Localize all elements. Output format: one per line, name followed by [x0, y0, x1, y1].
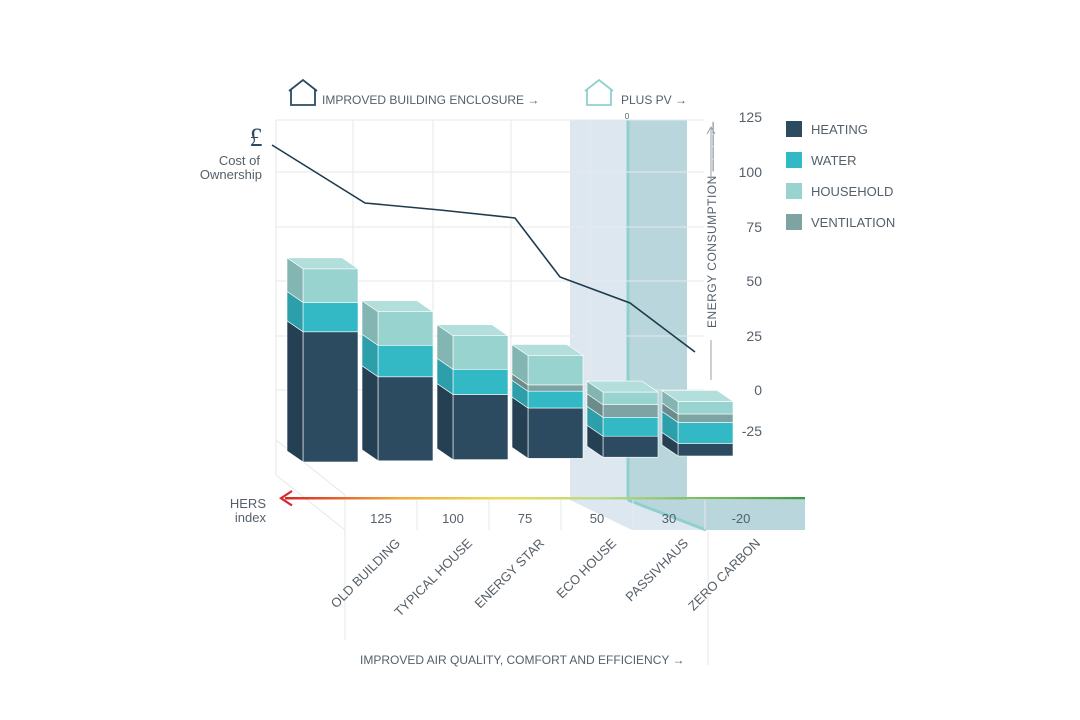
legend-swatch-ventilation	[786, 214, 802, 230]
hers-label-line1: HERS	[230, 496, 266, 511]
bar-segment-water	[377, 344, 434, 378]
hers-index: HERS index 125 100 75 50 30 -20	[230, 490, 805, 526]
bar-segment-water	[527, 390, 584, 409]
bar-segment-ventilation	[677, 413, 734, 423]
bar-zero-carbon	[661, 389, 734, 457]
pv-divider-floor	[627, 498, 707, 532]
pv-marker: 0	[625, 112, 630, 121]
bars	[286, 257, 734, 463]
passivhaus-band-floor	[570, 500, 706, 530]
bar-segment-water	[452, 368, 509, 395]
energy-axis-title: ENERGY CONSUMPTION ————	[705, 121, 719, 328]
enclosure-label: IMPROVED BUILDING ENCLOSURE →	[322, 93, 539, 107]
y-tick-label: 125	[739, 109, 763, 125]
hers-gradient-bar	[285, 497, 805, 500]
bar-segment-heating	[602, 435, 659, 458]
bar-side-heating	[286, 320, 304, 463]
bar-energy-star	[436, 324, 509, 461]
bar-segment-household	[527, 355, 584, 386]
bar-side-heating	[436, 382, 454, 461]
house-outline-icon	[584, 78, 614, 106]
hers-value: 100	[442, 511, 464, 526]
bar-passivhaus	[586, 380, 659, 458]
bar-segment-water	[677, 422, 734, 444]
cost-line	[271, 144, 696, 353]
y-tick-label: -25	[742, 423, 762, 439]
pv-label: PLUS PV →	[621, 93, 687, 107]
legend-label-water: WATER	[811, 153, 857, 168]
category-label: PASSIVHAUS	[622, 535, 691, 604]
bar-top	[361, 300, 434, 313]
hers-value: 50	[590, 511, 604, 526]
legend: HEATING WATER HOUSEHOLD VENTILATION	[786, 121, 895, 230]
cost-label-line1: Cost of	[219, 153, 261, 168]
legend-swatch-heating	[786, 121, 802, 137]
hers-cells: 125 100 75 50 30 -20	[370, 511, 750, 526]
header: IMPROVED BUILDING ENCLOSURE → PLUS PV → …	[288, 78, 687, 121]
bar-segment-ventilation	[602, 404, 659, 418]
house-outline-icon	[288, 78, 318, 106]
bar-segment-heating	[677, 443, 734, 457]
legend-label-household: HOUSEHOLD	[811, 184, 893, 199]
category-label: ENERGY STAR	[471, 536, 547, 612]
cost-line-group	[271, 144, 696, 353]
hers-value: 30	[662, 511, 676, 526]
bar-segment-household	[452, 335, 509, 370]
bar-segment-household	[677, 401, 734, 415]
energy-axis: ENERGY CONSUMPTION ———— 125 100 75 50 25 0 -25	[705, 109, 762, 439]
category-label: OLD BUILDING	[328, 536, 403, 611]
category-label: TYPICAL HOUSE	[391, 535, 475, 619]
bar-top	[661, 390, 734, 402]
bar-side-heating	[361, 365, 379, 462]
bar-segment-water	[602, 416, 659, 437]
y-tick-label: 75	[746, 219, 762, 235]
bar-segment-heating	[377, 376, 434, 462]
bar-segment-household	[377, 311, 434, 346]
legend-swatch-household	[786, 183, 802, 199]
hers-value: 75	[518, 511, 532, 526]
footer-label: IMPROVED AIR QUALITY, COMFORT AND EFFICI…	[360, 653, 685, 667]
bar-typical-house	[361, 300, 434, 462]
pv-bands	[570, 120, 805, 532]
bar-top	[511, 344, 584, 356]
cost-label-line2: Ownership	[200, 167, 262, 182]
bar-eco-house	[511, 343, 584, 459]
arrow-left-icon	[279, 490, 293, 507]
category-label: ZERO CARBON	[685, 536, 763, 614]
hers-value: -20	[732, 511, 751, 526]
y-tick-label: 50	[746, 273, 762, 289]
y-tick-label: 0	[754, 382, 762, 398]
bar-segment-household	[302, 268, 359, 303]
hers-label-line2: index	[235, 510, 267, 525]
category-label: ECO HOUSE	[553, 535, 619, 601]
hers-value: 125	[370, 511, 392, 526]
bar-segment-household	[602, 391, 659, 406]
bar-top	[586, 380, 659, 393]
zero-carbon-band-floor	[628, 500, 805, 530]
legend-label-heating: HEATING	[811, 122, 868, 137]
axis-arrow-icon	[706, 125, 716, 135]
y-tick-label: 100	[739, 164, 763, 180]
bar-segment-ventilation	[527, 384, 584, 392]
bar-segment-heating	[527, 407, 584, 459]
legend-swatch-water	[786, 152, 802, 168]
bar-top	[286, 257, 359, 270]
bar-segment-heating	[302, 331, 359, 463]
bar-segment-heating	[452, 394, 509, 460]
cost-label: £ Cost of Ownership	[200, 123, 263, 182]
bar-segment-water	[302, 302, 359, 333]
y-tick-label: 25	[746, 328, 762, 344]
bar-top	[436, 324, 509, 337]
legend-label-ventilation: VENTILATION	[811, 215, 895, 230]
bar-old-building	[286, 257, 359, 463]
pound-symbol: £	[250, 123, 263, 152]
